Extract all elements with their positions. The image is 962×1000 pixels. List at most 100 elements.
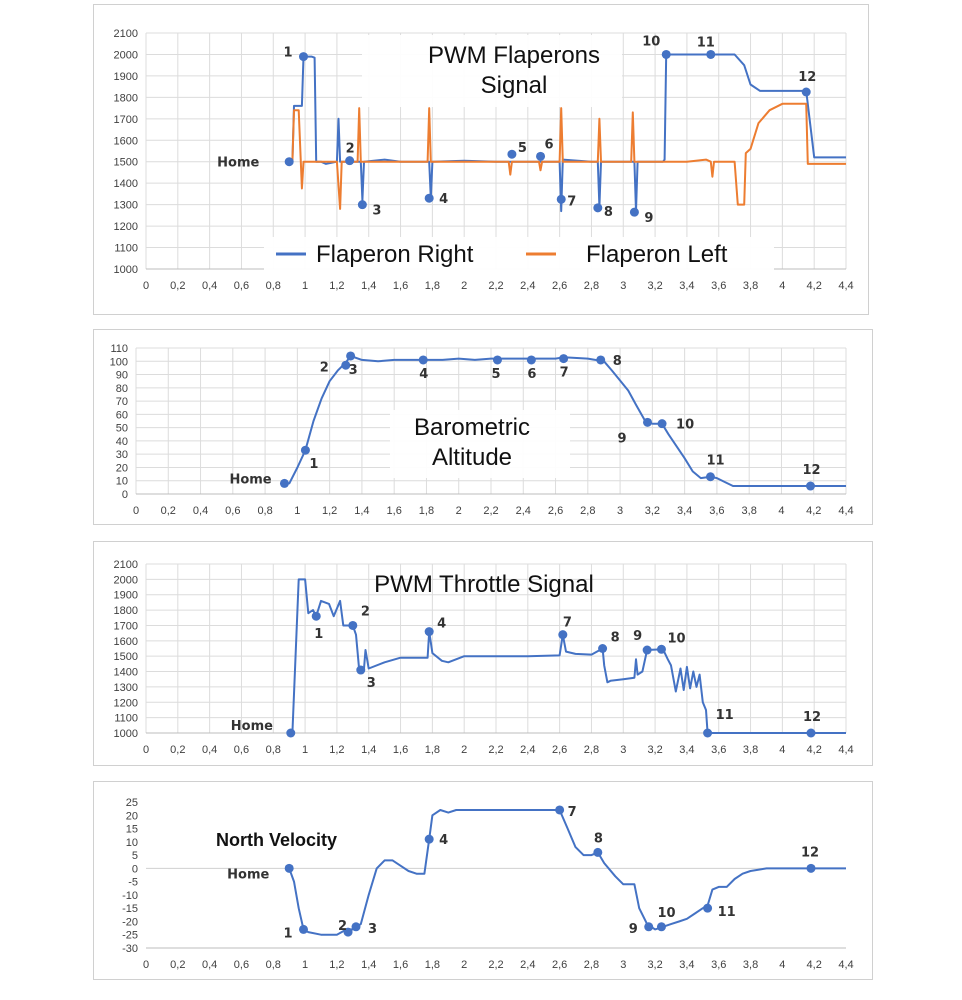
- chart-title-line: PWM Throttle Signal: [374, 571, 594, 598]
- point-marker-11: [703, 903, 713, 913]
- point-label-3: 3: [367, 676, 376, 691]
- x-tick-label: 3,8: [743, 959, 758, 971]
- x-tick-label: 0: [133, 505, 139, 517]
- point-label-11: 11: [716, 708, 734, 723]
- x-tick-label: 3,6: [711, 744, 726, 756]
- legend-background: [264, 237, 774, 271]
- x-tick-label: 2,4: [520, 959, 535, 971]
- y-tick-label: 10: [116, 476, 128, 488]
- x-tick-label: 3,2: [647, 280, 662, 292]
- x-tick-label: 2,6: [552, 744, 567, 756]
- y-tick-label: 1700: [114, 620, 138, 632]
- chart-title: PWM Throttle Signal: [374, 571, 594, 598]
- x-tick-label: 1,8: [425, 744, 440, 756]
- y-tick-label: 90: [116, 370, 128, 382]
- x-tick-label: 2,8: [584, 280, 599, 292]
- y-tick-label: 1300: [114, 200, 138, 212]
- x-tick-label: 3: [617, 505, 623, 517]
- x-tick-label: 2,2: [483, 505, 498, 517]
- point-label-9: 9: [618, 431, 627, 446]
- x-tick-label: 0,4: [202, 959, 217, 971]
- y-tick-label: 40: [116, 436, 128, 448]
- x-tick-label: 4,2: [807, 280, 822, 292]
- point-marker-7: [558, 630, 568, 640]
- chart-title-line: Barometric: [414, 414, 530, 441]
- y-tick-label: 2100: [114, 28, 138, 40]
- x-tick-label: 4,2: [806, 505, 821, 517]
- y-tick-label: 20: [126, 810, 138, 822]
- x-tick-label: 2: [461, 744, 467, 756]
- x-tick-label: 1,2: [322, 505, 337, 517]
- x-tick-label: 3: [620, 744, 626, 756]
- y-tick-label: 1600: [114, 135, 138, 147]
- y-tick-label: -10: [122, 890, 138, 902]
- point-label-4: 4: [419, 367, 428, 382]
- x-tick-label: 2,4: [520, 744, 535, 756]
- x-tick-label: 3,8: [743, 744, 758, 756]
- point-label-7: 7: [567, 194, 576, 209]
- throttle-chart-panel: 1000 1100 1200 1300 1400 1500 1600 1700 1800 1900…: [93, 541, 873, 766]
- y-tick-label: 0: [122, 489, 128, 501]
- y-tick-label: 60: [116, 409, 128, 421]
- point-label-6: 6: [545, 137, 554, 152]
- x-tick-label: 3: [620, 280, 626, 292]
- point-label-12: 12: [803, 463, 821, 478]
- point-label-7: 7: [563, 616, 572, 631]
- point-marker-11: [705, 472, 715, 482]
- x-tick-label: 0,8: [257, 505, 272, 517]
- point-marker-3: [346, 351, 356, 361]
- x-tick-label: 3,8: [743, 280, 758, 292]
- y-tick-label: 1400: [114, 667, 138, 679]
- y-tick-label: 1800: [114, 92, 138, 104]
- x-tick-label: 3,6: [711, 959, 726, 971]
- point-label-12: 12: [801, 845, 819, 860]
- y-tick-label: 1100: [114, 243, 138, 255]
- chart-title-line: North Velocity: [216, 830, 337, 850]
- y-tick-label: 1000: [114, 728, 138, 740]
- y-tick-label: 10: [126, 837, 138, 849]
- point-label-3: 3: [372, 204, 381, 219]
- x-tick-label: 1,4: [361, 959, 376, 971]
- x-tick-label: 3,4: [677, 505, 692, 517]
- point-label-2: 2: [338, 919, 347, 934]
- x-tick-label: 2: [461, 280, 467, 292]
- point-marker-2: [341, 360, 351, 370]
- point-marker-2: [345, 156, 355, 166]
- x-tick-label: 4: [779, 280, 785, 292]
- point-marker-12: [801, 87, 811, 97]
- x-tick-label: 2,2: [488, 744, 503, 756]
- point-marker-1: [299, 52, 308, 62]
- x-tick-label: 0,6: [234, 280, 249, 292]
- x-tick-label: 1,8: [425, 959, 440, 971]
- legend-label: Flaperon Left: [586, 241, 728, 268]
- y-tick-label: 2000: [114, 49, 138, 61]
- point-marker-9: [642, 645, 652, 655]
- x-tick-label: 3,6: [711, 280, 726, 292]
- point-marker-7: [559, 354, 569, 364]
- y-tick-label: 1100: [114, 713, 138, 725]
- y-tick-label: 1500: [114, 651, 138, 663]
- x-tick-label: 1,6: [393, 280, 408, 292]
- series-line-main: [288, 809, 846, 936]
- point-label-10: 10: [667, 631, 685, 646]
- point-marker-10: [656, 644, 666, 654]
- point-label-5: 5: [491, 367, 500, 382]
- point-marker-2: [343, 927, 353, 937]
- x-tick-label: 1,6: [393, 959, 408, 971]
- x-tick-label: 1: [302, 744, 308, 756]
- y-tick-label: 100: [110, 356, 128, 368]
- point-label-10: 10: [657, 906, 675, 921]
- point-label-11: 11: [718, 905, 736, 920]
- x-tick-label: 0,6: [234, 744, 249, 756]
- flaperons-chart: 1000110012001300140015001600170018001900…: [114, 28, 854, 292]
- x-tick-label: 1,6: [387, 505, 402, 517]
- point-marker-8: [593, 203, 603, 213]
- point-label-3: 3: [349, 363, 358, 378]
- point-label-8: 8: [604, 205, 613, 220]
- point-marker-3: [356, 665, 366, 675]
- x-tick-label: 3,8: [742, 505, 757, 517]
- chart-title: Barometric Altitude: [414, 414, 530, 471]
- point-marker-4: [424, 834, 434, 844]
- y-tick-label: -15: [122, 903, 138, 915]
- y-tick-label: 20: [116, 462, 128, 474]
